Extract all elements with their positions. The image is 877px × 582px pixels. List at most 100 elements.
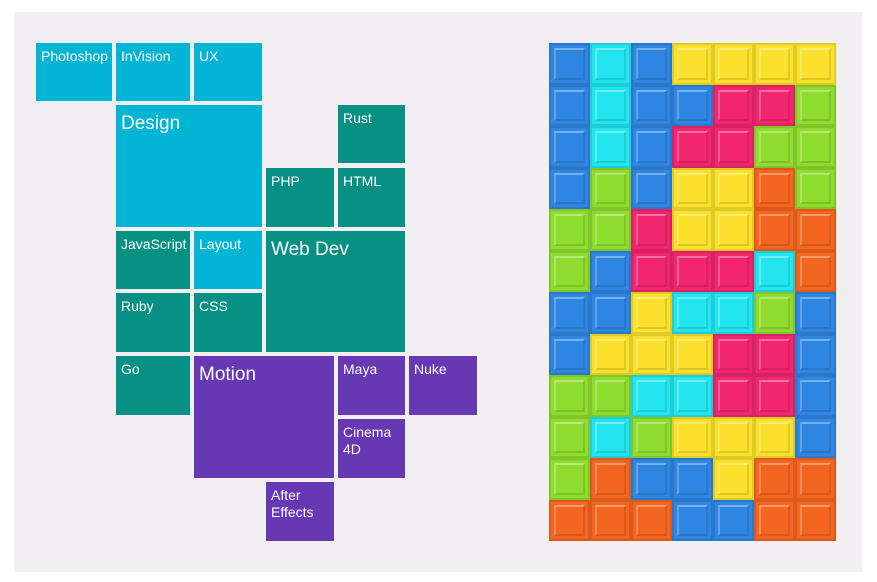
tile-after-effects[interactable]: After Effects (266, 482, 334, 541)
grid-block (795, 458, 836, 500)
grid-block (631, 126, 672, 168)
grid-block (672, 43, 713, 85)
grid-block (631, 250, 672, 292)
grid-block (713, 499, 754, 541)
tile-design[interactable]: Design (116, 105, 262, 227)
grid-block (754, 499, 795, 541)
grid-block (590, 333, 631, 375)
tile-css[interactable]: CSS (194, 293, 262, 352)
grid-block (713, 167, 754, 209)
grid-block (713, 126, 754, 168)
grid-block (549, 250, 590, 292)
grid-block (631, 416, 672, 458)
grid-block (795, 499, 836, 541)
grid-block (549, 84, 590, 126)
grid-block (549, 416, 590, 458)
grid-block (590, 250, 631, 292)
tile-motion[interactable]: Motion (194, 356, 334, 478)
grid-block (754, 458, 795, 500)
grid-block (549, 43, 590, 85)
grid-block (672, 375, 713, 417)
grid-block (713, 43, 754, 85)
grid-block (713, 209, 754, 251)
grid-block (631, 167, 672, 209)
grid-block (631, 333, 672, 375)
grid-block (631, 209, 672, 251)
grid-block (672, 209, 713, 251)
grid-block (672, 126, 713, 168)
grid-block (713, 458, 754, 500)
tile-invision[interactable]: InVision (116, 43, 190, 101)
grid-block (754, 333, 795, 375)
grid-block (795, 416, 836, 458)
grid-block (754, 84, 795, 126)
grid-block (590, 458, 631, 500)
grid-block (549, 292, 590, 334)
grid-block (549, 458, 590, 500)
tile-html[interactable]: HTML (338, 168, 405, 227)
tile-javascript[interactable]: JavaScript (116, 231, 190, 289)
grid-block (549, 209, 590, 251)
grid-block (672, 84, 713, 126)
grid-block (795, 250, 836, 292)
grid-block (713, 292, 754, 334)
tile-php[interactable]: PHP (266, 168, 334, 227)
grid-block (795, 126, 836, 168)
grid-block (549, 375, 590, 417)
grid-block (631, 84, 672, 126)
grid-block (590, 292, 631, 334)
grid-block (754, 416, 795, 458)
grid-block (631, 43, 672, 85)
tile-web-dev[interactable]: Web Dev (266, 231, 405, 352)
tile-layout[interactable]: Layout (194, 231, 262, 289)
tile-maya[interactable]: Maya (338, 356, 405, 415)
grid-block (754, 375, 795, 417)
tile-cinema-4d[interactable]: Cinema 4D (338, 419, 405, 478)
grid-block (713, 375, 754, 417)
grid-block (672, 499, 713, 541)
tile-nuke[interactable]: Nuke (409, 356, 477, 415)
block-grid (549, 43, 837, 541)
tile-ruby[interactable]: Ruby (116, 293, 190, 352)
grid-block (713, 416, 754, 458)
grid-block (754, 292, 795, 334)
tile-ux[interactable]: UX (194, 43, 262, 101)
grid-block (795, 167, 836, 209)
grid-block (672, 458, 713, 500)
grid-block (795, 292, 836, 334)
grid-block (795, 209, 836, 251)
grid-block (631, 458, 672, 500)
tile-photoshop[interactable]: Photoshop (36, 43, 112, 101)
grid-block (590, 43, 631, 85)
grid-block (590, 375, 631, 417)
grid-block (590, 126, 631, 168)
grid-block (631, 375, 672, 417)
grid-block (713, 250, 754, 292)
grid-block (672, 333, 713, 375)
grid-block (672, 292, 713, 334)
grid-block (754, 167, 795, 209)
grid-block (754, 126, 795, 168)
grid-block (590, 167, 631, 209)
grid-block (549, 333, 590, 375)
grid-block (549, 167, 590, 209)
grid-block (672, 250, 713, 292)
grid-block (795, 43, 836, 85)
grid-block (590, 84, 631, 126)
grid-block (590, 416, 631, 458)
grid-block (549, 499, 590, 541)
tile-rust[interactable]: Rust (338, 105, 405, 163)
grid-block (631, 292, 672, 334)
grid-block (631, 499, 672, 541)
grid-block (795, 375, 836, 417)
grid-block (754, 250, 795, 292)
grid-block (713, 333, 754, 375)
grid-block (672, 416, 713, 458)
grid-block (590, 209, 631, 251)
grid-block (713, 84, 754, 126)
tile-go[interactable]: Go (116, 356, 190, 415)
grid-block (672, 167, 713, 209)
grid-block (590, 499, 631, 541)
grid-block (795, 84, 836, 126)
grid-block (754, 43, 795, 85)
